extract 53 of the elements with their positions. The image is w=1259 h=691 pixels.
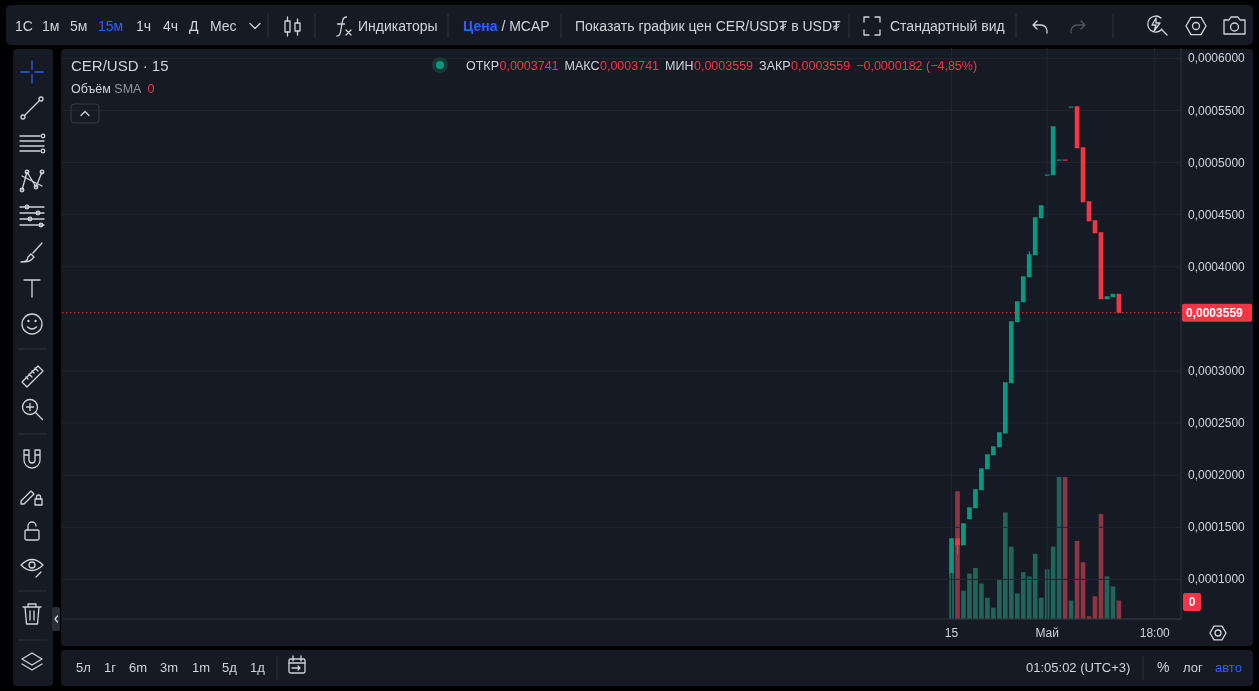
y-tick-label: 0,0004500: [1188, 207, 1246, 222]
text: 1г: [104, 660, 117, 675]
text: 5м: [70, 18, 88, 34]
y-tick-label: 0,0002000: [1188, 468, 1246, 483]
text: 0,0003559: [791, 59, 851, 73]
text: Показать график цен CER/USD₮ в USD₮: [575, 18, 842, 34]
y-tick-label: 0,0006000: [1188, 51, 1246, 66]
y-tick-label: 0,0001000: [1188, 572, 1246, 587]
y-tick-label: 0,0004000: [1188, 259, 1246, 274]
text: Мес: [210, 18, 237, 34]
text: 1м: [42, 18, 60, 34]
text: CER/USD · 15: [71, 57, 169, 74]
text: 1m: [192, 660, 211, 675]
annotation: −0,0000182 (−4,85%): [856, 59, 978, 73]
text: 0,0003741: [599, 59, 660, 73]
x-tick-label: 18:00: [1139, 626, 1171, 640]
x-tick-label: 15: [944, 626, 959, 640]
text: 0: [1188, 595, 1196, 609]
text: SMA: [114, 82, 143, 96]
text: 01:05:02 (UTC+3): [1026, 660, 1131, 675]
y-tick-label: 0,0003000: [1188, 364, 1246, 379]
bar: [955, 491, 960, 619]
text: / MCAP: [501, 18, 550, 34]
text: 5д: [222, 660, 238, 675]
text: 3m: [160, 660, 179, 675]
text: 4ч: [163, 18, 179, 34]
text: 15м: [98, 18, 124, 34]
y-tick-label: 0,0002500: [1188, 416, 1246, 431]
text: Стандартный вид: [890, 18, 1005, 34]
text: %: [1157, 659, 1170, 675]
text: Индикаторы: [358, 18, 438, 34]
text: 0,0003559: [694, 59, 754, 73]
text: 6m: [129, 660, 148, 675]
y-tick-label: 0,0005000: [1188, 155, 1246, 170]
text: МИН: [665, 59, 694, 73]
text: ОТКР: [466, 59, 499, 73]
y-tick-label: 0,0005500: [1188, 103, 1246, 118]
y-tick-label: 0,0001500: [1188, 520, 1246, 535]
text: 1ч: [136, 18, 152, 34]
text: 1д: [250, 660, 266, 675]
text: 0,0003741: [499, 59, 559, 73]
text: ЗАКР: [759, 59, 791, 73]
text: лог: [1183, 660, 1203, 675]
text: авто: [1215, 660, 1242, 675]
text: МАКС: [564, 59, 600, 73]
text: 5л: [76, 660, 91, 675]
text: 0: [147, 82, 155, 96]
text: 1С: [15, 18, 33, 34]
x-tick-label: Май: [1035, 626, 1059, 640]
ref-line-label: 0,0003559: [1186, 305, 1244, 320]
text: Объём: [71, 82, 111, 96]
text: Д: [189, 18, 199, 34]
text: Цена: [463, 18, 498, 34]
